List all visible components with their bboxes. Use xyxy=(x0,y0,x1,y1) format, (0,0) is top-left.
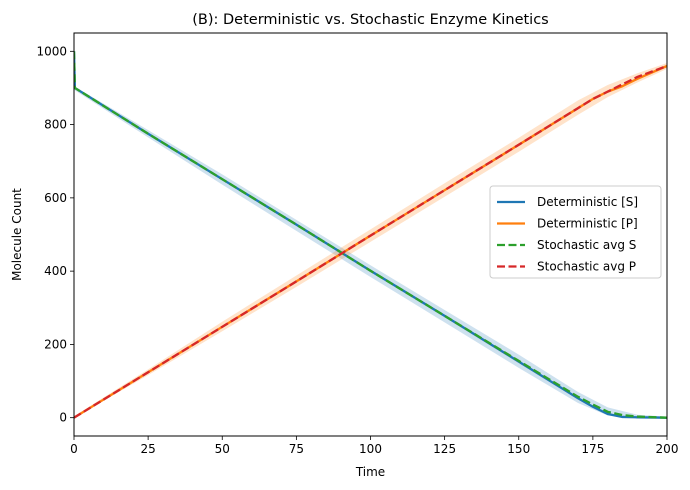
x-tick-label: 125 xyxy=(433,442,456,456)
x-tick-label: 150 xyxy=(507,442,530,456)
legend-items: Deterministic [S] Deterministic [P] Stocha… xyxy=(497,195,638,274)
band-1 xyxy=(74,63,667,418)
y-axis-ticks: 0 200 400 600 800 1000 xyxy=(36,44,74,425)
y-tick-label: 600 xyxy=(44,191,67,205)
x-axis-ticks: 0 25 50 75 100 125 150 175 200 xyxy=(70,436,678,456)
legend-label-3: Stochastic avg P xyxy=(537,260,636,274)
x-tick-label: 75 xyxy=(289,442,304,456)
x-tick-label: 100 xyxy=(359,442,382,456)
legend-label-0: Deterministic [S] xyxy=(537,195,638,209)
legend: Deterministic [S] Deterministic [P] Stocha… xyxy=(489,185,662,279)
series-line-0 xyxy=(74,51,667,419)
y-tick-label: 800 xyxy=(44,118,67,132)
x-tick-label: 0 xyxy=(70,442,78,456)
y-tick-label: 0 xyxy=(59,411,67,425)
y-tick-label: 400 xyxy=(44,264,67,278)
x-tick-label: 25 xyxy=(140,442,155,456)
chart-title: (B): Deterministic vs. Stochastic Enzyme… xyxy=(192,12,548,28)
legend-label-1: Deterministic [P] xyxy=(537,217,638,231)
series-lines xyxy=(74,51,667,419)
legend-frame xyxy=(489,185,662,279)
x-tick-label: 175 xyxy=(581,442,604,456)
y-tick-label: 200 xyxy=(44,337,67,351)
x-tick-label: 200 xyxy=(656,442,679,456)
x-tick-label: 50 xyxy=(215,442,230,456)
legend-label-2: Stochastic avg S xyxy=(537,238,636,252)
x-axis-label: Time xyxy=(355,465,385,479)
confidence-bands xyxy=(74,63,667,418)
y-axis-label: Molecule Count xyxy=(10,188,24,281)
series-line-3 xyxy=(74,64,667,419)
series-line-2 xyxy=(74,51,667,419)
y-tick-label: 1000 xyxy=(36,44,67,58)
